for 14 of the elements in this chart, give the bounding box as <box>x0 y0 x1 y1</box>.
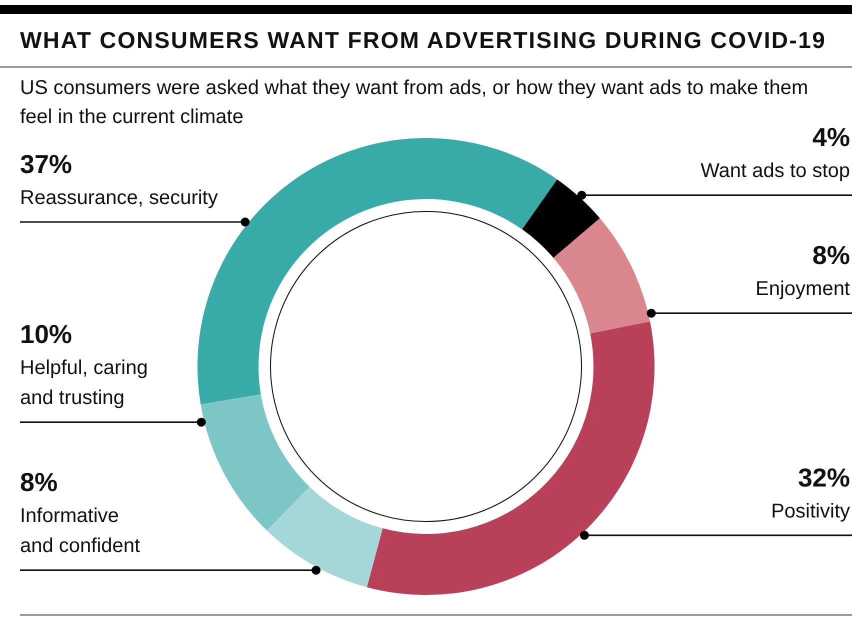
slice-label: Positivity <box>771 500 850 522</box>
chart-title: WHAT CONSUMERS WANT FROM ADVERTISING DURING COVID-19 <box>20 26 826 54</box>
data-label: 4% <box>812 122 850 152</box>
slice-label: Helpful, caring and trusting <box>20 357 148 410</box>
data-label: 32% <box>798 462 850 492</box>
chart-subtitle: US consumers were asked what they want from ads, or how they want ads to make them feel in the current climate <box>20 77 808 128</box>
slice-label: Want ads to stop <box>700 160 850 182</box>
slice-label: Reassurance, security <box>20 187 218 209</box>
slice-label: Enjoyment <box>756 278 850 300</box>
data-label: 37% <box>20 149 72 179</box>
slice-label: Informative and confident <box>20 505 141 558</box>
data-label: 8% <box>20 467 58 498</box>
data-label: 10% <box>20 319 72 350</box>
data-label: 8% <box>812 240 850 270</box>
